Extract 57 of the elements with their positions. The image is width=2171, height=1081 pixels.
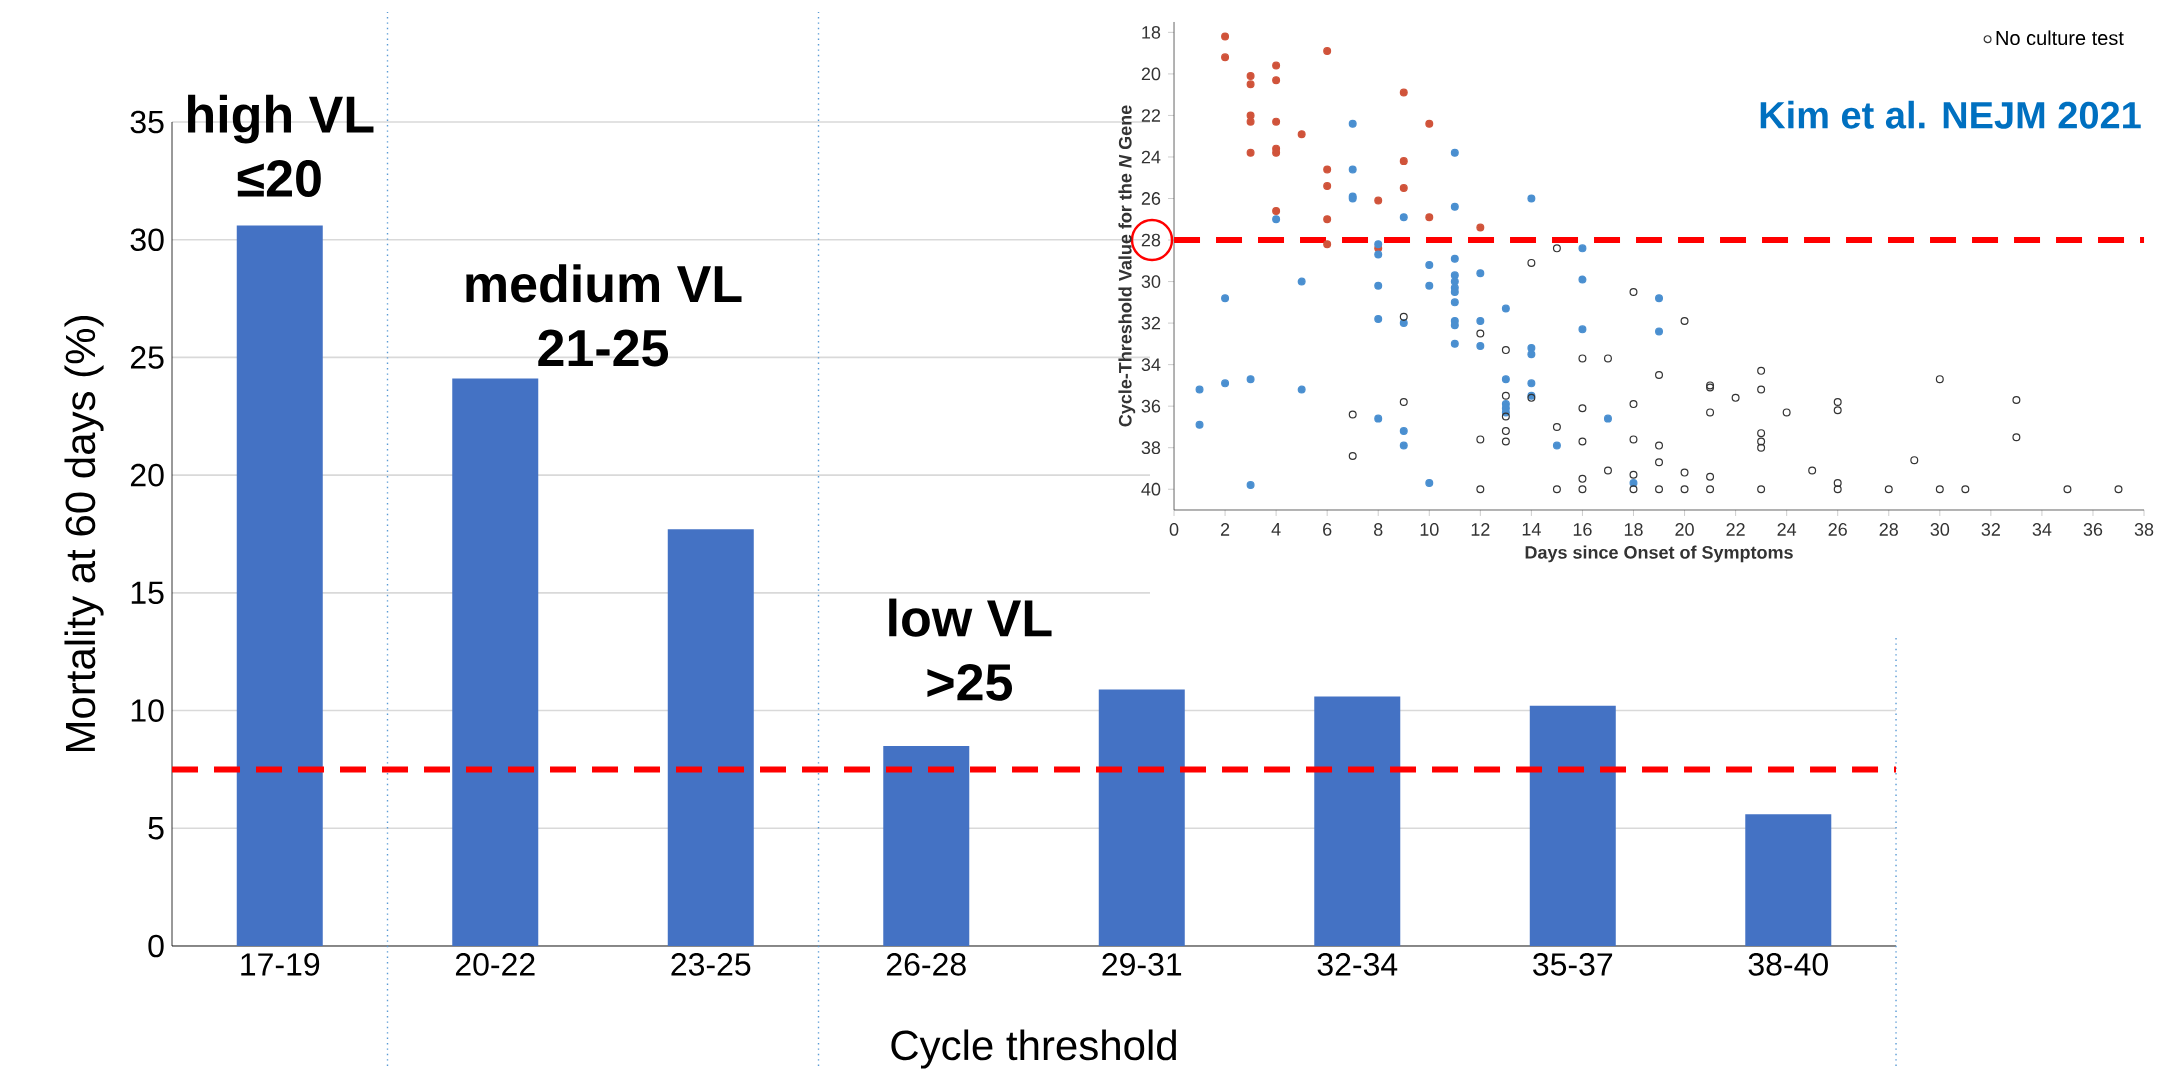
- y-tick-label: 20: [130, 463, 164, 487]
- y-tick-label: 38: [1141, 441, 1161, 455]
- y-tick-label: 22: [1141, 109, 1161, 122]
- y-tick-label: 5: [148, 817, 164, 840]
- x-tick-label: 36: [2083, 523, 2103, 536]
- annotation: low VL >25: [889, 598, 1052, 701]
- x-tick-label: 38-40: [1748, 953, 1828, 976]
- x-axis-title: Cycle threshold: [891, 1029, 1176, 1069]
- y-tick-label: 30: [130, 228, 164, 252]
- y-tick-label: 20: [1141, 67, 1161, 81]
- x-tick-label: 6: [1323, 523, 1332, 536]
- x-tick-label: 24: [1777, 523, 1797, 536]
- x-tick-label: 18: [1624, 523, 1643, 536]
- x-tick-label: 26: [1828, 523, 1847, 536]
- x-tick-label: 20-22: [455, 953, 535, 976]
- y-tick-label: 24: [1141, 150, 1161, 164]
- x-tick-label: 38: [2134, 523, 2154, 536]
- y-tick-label: 32: [1141, 316, 1161, 330]
- legend-label: No culture test: [1996, 30, 2124, 46]
- x-tick-label: 12: [1471, 523, 1490, 536]
- annotation: high VL ≤20: [188, 94, 374, 197]
- x-tick-label: 23-25: [671, 953, 751, 976]
- x-tick-label: 22: [1726, 523, 1745, 536]
- x-tick-label: 30: [1930, 523, 1950, 536]
- y-tick-label: 26: [1141, 192, 1161, 205]
- x-tick-label: 28: [1879, 523, 1898, 536]
- x-tick-label: 29-31: [1102, 953, 1182, 976]
- annotation: medium VL 21-25: [466, 264, 742, 367]
- x-tick-label: 16: [1573, 523, 1592, 536]
- x-tick-label: 2: [1220, 523, 1230, 536]
- y-tick-label: 36: [1141, 399, 1161, 413]
- y-tick-label: 18: [1142, 25, 1161, 39]
- x-tick-label: 20: [1675, 523, 1694, 536]
- y-axis-title: Mortality at 60 days (%): [64, 316, 104, 752]
- x-tick-label: 34: [2032, 523, 2052, 536]
- x-axis-title: Days since Onset of Symptoms: [1525, 545, 1793, 563]
- y-tick-label: 28: [1141, 233, 1161, 247]
- x-tick-label: 32: [1981, 523, 2000, 536]
- y-tick-label: 40: [1141, 482, 1161, 496]
- x-tick-label: 10: [1420, 523, 1439, 536]
- x-tick-label: 26-28: [886, 953, 966, 976]
- y-tick-label: 0: [148, 934, 164, 958]
- y-tick-label: 25: [130, 346, 164, 369]
- x-tick-label: 0: [1169, 523, 1179, 536]
- y-axis-title: Cycle-Threshold Value for the N Gene: [1118, 105, 1136, 427]
- x-tick-label: 4: [1271, 523, 1281, 536]
- x-tick-label: 35-37: [1533, 953, 1613, 976]
- y-tick-label: 10: [131, 699, 164, 722]
- annotation: Kim et al. NEJM 2021: [1760, 100, 2141, 129]
- y-tick-label: 35: [130, 110, 164, 134]
- y-tick-label: 34: [1141, 358, 1161, 372]
- y-tick-label: 15: [131, 581, 164, 605]
- x-tick-label: 32-34: [1317, 953, 1398, 976]
- x-tick-label: 14: [1522, 523, 1541, 536]
- x-tick-label: 8: [1374, 523, 1383, 536]
- y-tick-label: 30: [1141, 275, 1161, 288]
- x-tick-label: 17-19: [241, 953, 320, 976]
